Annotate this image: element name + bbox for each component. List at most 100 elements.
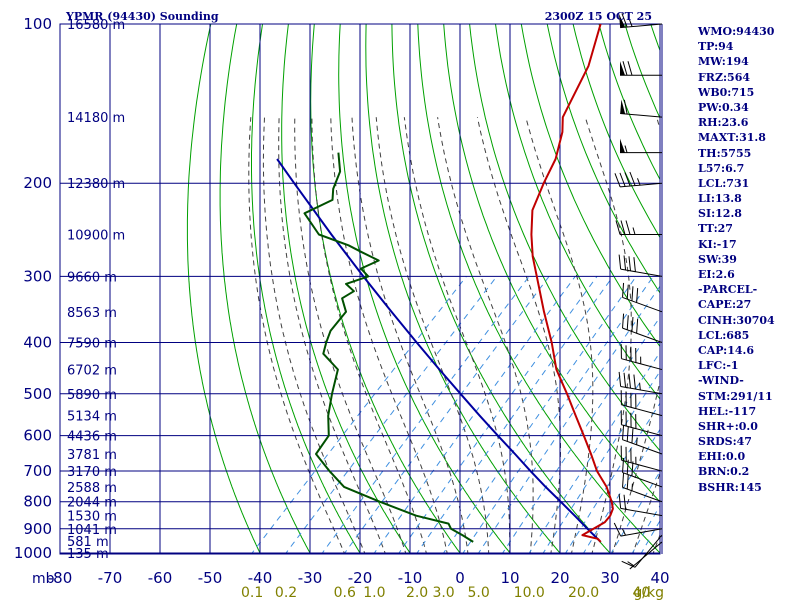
wind-barb-staff — [620, 385, 663, 395]
wind-barb — [622, 457, 663, 488]
wind-barb-staff — [621, 459, 663, 472]
wind-barb — [618, 493, 663, 517]
height-label: 5134 m — [67, 410, 117, 425]
wind-barb-feather — [622, 472, 625, 488]
wind-barb-feather — [624, 172, 631, 187]
wind-barb-half-feather — [639, 382, 641, 390]
wind-barb — [620, 410, 663, 437]
wind-barb — [622, 425, 663, 455]
index-item: WMO:94430 — [698, 25, 775, 38]
index-item: MW:194 — [698, 55, 749, 69]
wind-barb-flag — [618, 13, 626, 28]
dry-adiabat-line — [520, 24, 660, 348]
pressure-tick-label: 400 — [23, 333, 52, 351]
wind-barb — [620, 445, 663, 472]
wind-barb-feather — [629, 171, 636, 186]
wind-barbs — [613, 13, 663, 570]
wind-barb-flag — [620, 99, 626, 114]
wind-barb-half-feather — [631, 483, 633, 491]
temperature-tick-label: 0 — [455, 569, 465, 587]
pressure-tick-label: 800 — [23, 493, 52, 511]
wind-barb — [620, 61, 662, 76]
temperature-tick-label: -20 — [348, 569, 373, 587]
wind-barb-feather — [625, 220, 631, 235]
pressure-tick-label: 700 — [23, 462, 52, 480]
wind-barb-feather — [620, 220, 626, 235]
index-item: CINH:30704 — [698, 313, 775, 327]
index-item: -WIND- — [698, 374, 744, 388]
index-item: FRZ:564 — [698, 70, 751, 84]
temperature-tick-label: -10 — [398, 569, 423, 587]
mixing-ratio-label: 5.0 — [467, 585, 489, 600]
wind-barb-staff — [629, 541, 663, 570]
mixing-ratio-line — [631, 504, 660, 554]
wind-barb-staff — [620, 182, 663, 188]
index-item: STM:291/11 — [698, 389, 773, 403]
dry-adiabat-line — [365, 24, 562, 554]
mixing-ratio-label: 40 — [632, 585, 650, 600]
pressure-tick-label: 100 — [23, 15, 52, 33]
temperature-tick-label: -60 — [148, 569, 173, 587]
wind-barb-feather — [622, 313, 625, 329]
mixing-ratio-label: 0.2 — [275, 585, 297, 600]
wind-barb-feather — [618, 254, 622, 270]
index-item: LFC:-1 — [698, 359, 739, 373]
height-label: 8563 m — [67, 306, 117, 321]
wind-barb-staff — [622, 327, 663, 343]
wind-barb — [620, 390, 663, 417]
mixing-ratio-label: 2.0 — [406, 585, 428, 600]
wind-barb-feather — [636, 288, 639, 303]
height-label: 3170 m — [67, 465, 117, 480]
dewpoint-trace — [303, 152, 474, 543]
temperature-tick-label: -30 — [298, 569, 323, 587]
wind-barb-staff — [621, 424, 663, 437]
index-item: CAPE:27 — [698, 298, 752, 312]
index-item: BSHR:145 — [698, 480, 762, 494]
wind-barb-feather — [615, 220, 621, 235]
temperature-tick-label: 30 — [600, 569, 619, 587]
index-item: TT:27 — [698, 222, 733, 236]
height-label: 1041 m — [67, 523, 117, 538]
wind-barb-staff — [622, 296, 663, 313]
wind-barb-feather — [631, 286, 634, 301]
wind-barb-feather — [618, 371, 622, 387]
wind-barb-feather — [631, 428, 634, 444]
mixing-ratio-line — [321, 276, 530, 554]
mixing-ratio-label: 20.0 — [568, 585, 599, 600]
wind-barb-feather — [614, 173, 621, 188]
index-item: SRDS:47 — [698, 435, 752, 449]
mixing-ratio-label: 1.0 — [363, 585, 385, 600]
temperature-tick-label: -80 — [48, 569, 73, 587]
parcel-trace — [276, 158, 602, 543]
index-item: EI:2.6 — [698, 268, 735, 281]
wind-barb-feather — [628, 373, 631, 389]
mixing-ratio-line — [250, 276, 467, 554]
wind-barb-feather — [621, 560, 636, 568]
mixing-ratio-label: 0.1 — [241, 585, 263, 600]
height-label: 7590 m — [67, 336, 117, 351]
temperature-tick-label: 10 — [500, 569, 519, 587]
dry-adiabat-line — [251, 24, 362, 554]
mixing-ratio-label: 3.0 — [432, 585, 454, 600]
wind-barb-flag — [620, 61, 625, 76]
temperature-tick-label: 40 — [650, 569, 669, 587]
index-item: LCL:731 — [698, 176, 750, 190]
mixing-ratio-unit: g/kg — [633, 585, 664, 600]
mixing-ratio-line — [442, 276, 637, 554]
dry-adiabat-line — [219, 24, 312, 554]
wind-barb — [618, 13, 663, 29]
wind-barb — [627, 541, 663, 570]
wind-barb-staff — [620, 268, 663, 277]
height-label: 5890 m — [67, 388, 117, 403]
profiles — [276, 24, 614, 543]
wind-barb-staff — [620, 528, 663, 537]
height-label: 3781 m — [67, 448, 117, 463]
wind-barb-staff — [620, 507, 663, 517]
temperature-tick-label: 20 — [550, 569, 569, 587]
wind-barb — [620, 99, 663, 118]
height-label: 10900 m — [67, 229, 125, 244]
wind-barb — [618, 371, 663, 395]
grid — [59, 23, 663, 555]
dry-adiabat-line — [443, 24, 660, 503]
wind-barb-feather — [626, 474, 629, 490]
